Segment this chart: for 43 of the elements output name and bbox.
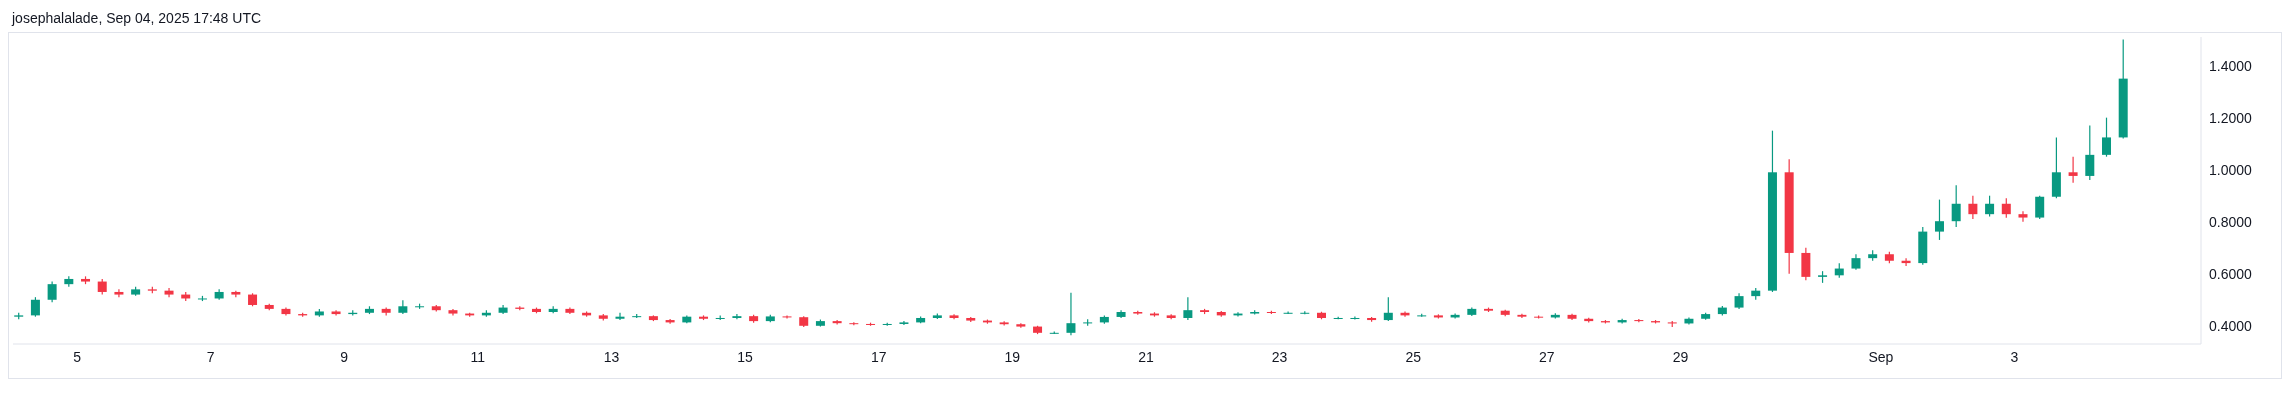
candlestick	[1801, 247, 1811, 281]
x-tick-label: 7	[206, 348, 215, 365]
candlestick	[1934, 199, 1944, 241]
x-tick-label: 23	[1271, 348, 1288, 365]
candlestick	[164, 287, 174, 298]
x-tick-label: 9	[340, 348, 349, 365]
x-tick-label: 13	[603, 348, 620, 365]
text: josephalalade, Sep 04, 2025 17:48 UTC	[10, 9, 263, 28]
candlestick	[1951, 184, 1961, 228]
candlestick	[30, 296, 40, 318]
candlestick	[114, 288, 124, 298]
candlestick	[1350, 315, 1360, 321]
candlestick	[1383, 296, 1393, 322]
y-tick-label: 0.8000	[2209, 213, 2253, 230]
y-tick-label: 0.4000	[2209, 317, 2253, 334]
x-tick-label: 5	[73, 348, 82, 365]
x-tick-label: 25	[1405, 348, 1422, 365]
x-tick-label: 3	[2010, 348, 2019, 365]
candlestick	[1985, 195, 1995, 218]
candlestick	[2001, 197, 2011, 219]
x-tick-label: 21	[1138, 348, 1154, 365]
candlestick	[2018, 210, 2028, 223]
candlestick	[1066, 292, 1076, 336]
x-tick-label: 29	[1672, 348, 1689, 365]
x-tick-label: 27	[1539, 348, 1555, 365]
candlestick	[1183, 296, 1193, 321]
x-tick-label: Sep	[1868, 348, 1894, 365]
candlestick	[2068, 156, 2078, 184]
candlestick	[2085, 124, 2095, 181]
x-tick-label: 19	[1004, 348, 1021, 365]
candlestick	[732, 313, 742, 320]
y-tick-label: 1.4000	[2209, 57, 2253, 74]
x-tick-label: 15	[737, 348, 754, 365]
candlestick	[615, 312, 625, 321]
y-tick-label: 0.6000	[2209, 265, 2253, 282]
x-tick-label: 17	[870, 348, 887, 365]
candlestick	[47, 280, 57, 303]
y-tick-label: 1.0000	[2209, 161, 2253, 178]
y-tick-label: 1.2000	[2209, 109, 2253, 126]
candlestick	[1968, 195, 1978, 220]
candlestick	[2035, 195, 2045, 220]
candlestick	[2102, 117, 2111, 158]
x-tick-label: 11	[470, 348, 486, 365]
